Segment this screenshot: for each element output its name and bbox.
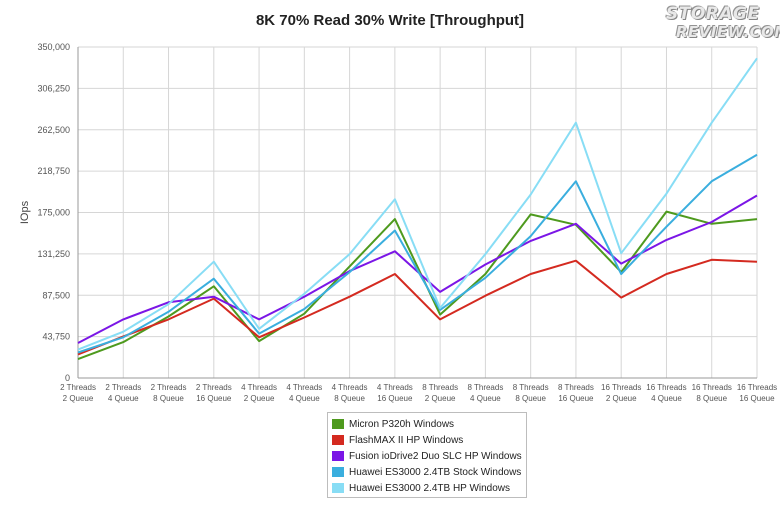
x-tick-label-line2: 4 Queue [470,394,501,403]
x-tick-label-line2: 8 Queue [515,394,546,403]
chart-legend: Micron P320h Windows FlashMAX II HP Windo… [327,412,527,498]
legend-label: Huawei ES3000 2.4TB Stock Windows [349,466,522,478]
series-line-1 [77,210,758,361]
legend-label: FlashMAX II HP Windows [349,434,464,446]
y-tick-label: 262,500 [37,125,70,135]
legend-item: Huawei ES3000 2.4TB HP Windows [332,480,526,496]
x-tick-label-line1: 8 Threads [513,383,549,392]
y-tick-label: 131,250 [37,249,70,259]
y-tick-label: 175,000 [37,208,70,218]
legend-label: Fusion ioDrive2 Duo SLC HP Windows [349,450,522,462]
y-tick-label: 87,500 [42,290,70,300]
x-tick-label-line1: 8 Threads [467,383,503,392]
x-tick-label-line2: 2 Queue [425,394,456,403]
x-tick-label-line2: 16 Queue [196,394,232,403]
x-tick-label-line2: 16 Queue [558,394,594,403]
x-tick-label-line1: 8 Threads [422,383,458,392]
y-tick-label: 350,000 [37,42,70,52]
x-tick-label-line1: 2 Threads [196,383,232,392]
chart-title: 8K 70% Read 30% Write [Throughput] [255,12,525,29]
x-tick-label-line1: 8 Threads [558,383,594,392]
x-tick-label-line1: 4 Threads [286,383,322,392]
x-tick-label-line1: 16 Threads [601,383,641,392]
x-tick-label-line2: 4 Queue [651,394,682,403]
legend-label: Huawei ES3000 2.4TB HP Windows [349,482,511,494]
y-tick-label: 43,750 [42,332,70,342]
series-line-4 [77,153,758,354]
legend-item: Fusion ioDrive2 Duo SLC HP Windows [332,448,526,464]
x-tick-label-line1: 16 Threads [646,383,686,392]
legend-item: Micron P320h Windows [332,416,526,432]
x-tick-label-line2: 2 Queue [63,394,94,403]
series-line-5 [77,57,758,351]
legend-swatch [332,435,344,445]
legend-item: FlashMAX II HP Windows [332,432,526,448]
y-tick-label: 218,750 [37,166,70,176]
logo-text-line1: STORAGE [666,4,760,24]
storagereview-logo: STORAGE REVIEW.COM [662,4,780,44]
x-tick-label-line2: 16 Queue [377,394,413,403]
legend-swatch [332,419,344,429]
x-tick-label-line2: 4 Queue [108,394,139,403]
x-tick-label-line1: 16 Threads [737,383,777,392]
x-tick-label-line2: 8 Queue [334,394,365,403]
x-tick-label-line2: 8 Queue [153,394,184,403]
x-tick-label-line1: 2 Threads [105,383,141,392]
legend-swatch [332,483,344,493]
x-tick-label-line1: 4 Threads [377,383,413,392]
x-tick-label-line2: 4 Queue [289,394,320,403]
y-axis-label: IOps [19,200,31,224]
x-tick-label-line1: 16 Threads [692,383,732,392]
x-tick-label-line1: 4 Threads [241,383,277,392]
x-tick-label-line1: 4 Threads [332,383,368,392]
legend-item: Huawei ES3000 2.4TB Stock Windows [332,464,526,480]
legend-swatch [332,451,344,461]
legend-label: Micron P320h Windows [349,418,455,430]
x-tick-label-line2: 2 Queue [606,394,637,403]
logo-text-line2: REVIEW.COM [676,23,780,41]
x-tick-label-line2: 8 Queue [696,394,727,403]
x-tick-label-line1: 2 Threads [60,383,96,392]
y-tick-label: 0 [65,373,70,383]
legend-swatch [332,467,344,477]
x-tick-label-line2: 16 Queue [739,394,775,403]
x-tick-label-line1: 2 Threads [151,383,187,392]
x-tick-label-line2: 2 Queue [244,394,275,403]
y-tick-label: 306,250 [37,83,70,93]
series-line-2 [77,258,758,356]
